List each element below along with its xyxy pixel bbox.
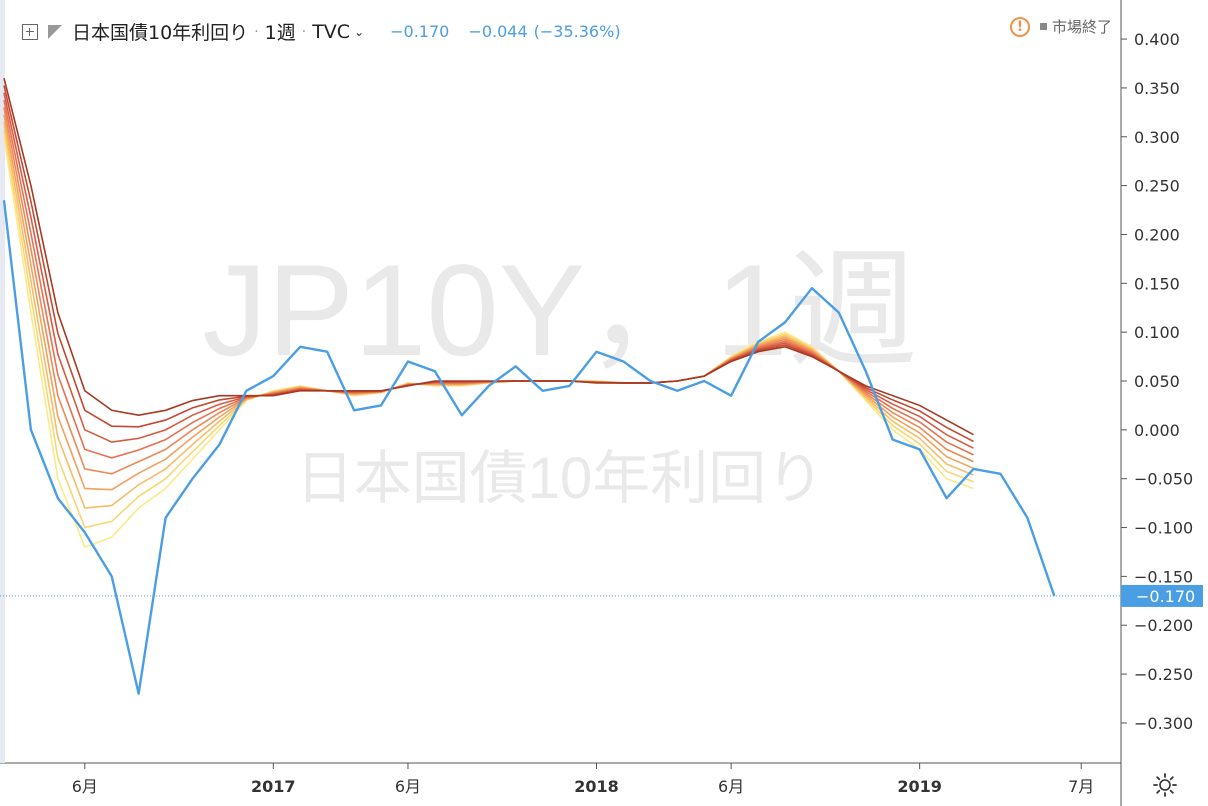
y-tick-label: 0.000 [1134, 421, 1180, 440]
change-pct: (−35.36%) [533, 22, 621, 41]
change-value: −0.044 [468, 22, 528, 41]
collapse-icon[interactable] [22, 23, 38, 40]
y-tick-label: 0.250 [1134, 177, 1180, 196]
y-axis[interactable]: 0.400 0.350 0.300 0.250 0.200 0.150 0.100 0.050… [1121, 30, 1193, 733]
last-value: −0.170 [390, 22, 450, 41]
watermark-main: JP10Y，1週 [202, 237, 917, 383]
chevron-down-icon[interactable]: ⌄ [354, 24, 365, 39]
watermark: JP10Y，1週 日本国債10年利回り [202, 237, 917, 511]
interval-label[interactable]: 1週 [264, 22, 296, 44]
gear-icon[interactable] [1152, 772, 1178, 798]
y-tick-label: 0.350 [1134, 79, 1180, 98]
y-tick-label: 0.100 [1134, 323, 1180, 342]
market-closed-icon [1039, 23, 1047, 30]
watermark-sub: 日本国債10年利回り [296, 446, 825, 511]
separator-dot: · [254, 23, 259, 40]
x-tick-label: 6月 [395, 777, 421, 796]
flag-icon [48, 24, 62, 39]
x-axis[interactable]: 6月 2017 6月 2018 6月 2019 7月 [72, 763, 1095, 796]
y-tick-label: −0.150 [1134, 567, 1193, 586]
y-tick-label: 0.300 [1134, 128, 1180, 147]
y-tick-label: −0.100 [1134, 519, 1193, 538]
x-tick-label: 2018 [574, 777, 619, 796]
last-price-label: −0.170 [1136, 587, 1195, 606]
separator-dot: · [301, 23, 307, 40]
x-tick-label: 2017 [251, 777, 296, 796]
ribbon-ma-line [3, 77, 974, 436]
left-edge [0, 0, 5, 763]
chart-legend-header: 日本国債10年利回り · 1週 · TVC ⌄ −0.170 −0.044 (−3… [22, 18, 635, 45]
x-tick-label: 6月 [718, 777, 744, 796]
y-tick-label: −0.300 [1134, 714, 1193, 733]
y-tick-label: 0.050 [1134, 372, 1180, 391]
price-values: −0.170 −0.044 (−35.36%) [390, 22, 634, 41]
y-tick-label: −0.200 [1134, 616, 1193, 635]
market-status-label: 市場終了 [1051, 18, 1112, 36]
y-tick-label: −0.050 [1134, 470, 1193, 489]
market-status[interactable]: ! 市場終了 [1009, 16, 1112, 37]
symbol-title[interactable]: 日本国債10年利回り [72, 22, 249, 44]
last-price-badge [1121, 584, 1203, 607]
price-group [2, 200, 1056, 695]
exchange-label[interactable]: TVC [312, 20, 351, 43]
warning-icon[interactable]: ! [1009, 16, 1030, 37]
y-tick-label: 0.200 [1134, 225, 1180, 244]
ribbon-group [3, 77, 974, 549]
x-tick-label: 7月 [1068, 777, 1094, 796]
y-tick-label: 0.400 [1134, 30, 1180, 49]
last-price-group: −0.170 [0, 584, 1203, 607]
x-tick-label: 2019 [897, 777, 942, 796]
y-tick-label: −0.250 [1134, 665, 1193, 684]
y-tick-label: 0.150 [1134, 274, 1180, 293]
x-tick-label: 6月 [72, 777, 98, 796]
price-series-line[interactable] [2, 200, 1056, 695]
